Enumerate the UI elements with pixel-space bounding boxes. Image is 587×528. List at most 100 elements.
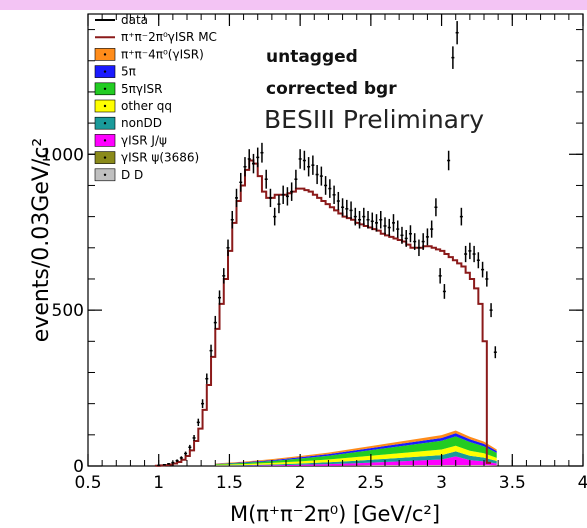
legend-label: other qq [121,99,172,113]
y-axis-label: events/0.03GeV/c² [29,138,54,342]
data-point-59 [408,225,412,243]
data-point-48 [362,207,366,226]
background-layer-5 [215,436,497,465]
x-tick-label-3: 2 [295,473,306,493]
legend-entry-3: 5π [94,65,136,79]
data-point-65 [434,198,438,217]
data-point-13 [213,315,217,330]
legend-entry-1: π⁺π⁻2π⁰γISR MC [95,30,217,44]
data-point-19 [239,172,243,192]
data-point-26 [268,188,272,208]
axis-ticks [87,14,584,467]
data-point-68 [447,150,451,171]
legend-entry-6: nonDD [94,116,162,130]
data-point-74 [472,245,476,263]
data-point-14 [218,290,222,305]
data-point-44 [345,199,349,218]
data-point-2 [167,462,171,465]
data-point-38 [319,166,323,186]
x-tick-label-7: 4 [578,473,587,493]
data-point-29 [281,185,285,204]
data-point-77 [485,271,489,287]
legend-label: γISR J/ψ [121,133,167,147]
data-point-18 [235,188,238,208]
x-tick-label-5: 3 [436,473,447,493]
plot-area [87,13,584,467]
data-point-78 [489,303,493,318]
y-tick-label-0: 0 [73,457,84,477]
data-point-71 [459,207,463,226]
data-point-24 [260,142,264,163]
x-tick-label-4: 2.5 [357,473,384,493]
legend-entry-5: other qq [94,99,172,113]
y-tick-label-2: 1000 [41,145,84,165]
background-layer-1 [215,465,497,466]
data-point-64 [430,220,434,238]
data-point-76 [481,261,485,278]
data-point-53 [383,217,387,235]
data-point-39 [324,176,328,195]
data-point-43 [341,198,345,217]
data-point-1 [162,464,166,466]
data-point-51 [375,214,379,232]
data-point-55 [391,214,395,232]
data-point-36 [311,155,315,175]
data-point-58 [404,230,408,247]
x-tick-label-0: 0.5 [74,473,101,493]
plot-frame [87,13,584,467]
legend: data π⁺π⁻2π⁰γISR MC π⁺π⁻4π⁰(γISR) 5π 5πγISR o… [94,13,217,182]
y-tick-label-1: 500 [52,301,84,321]
annotation-besiii: BESIII Preliminary [264,105,484,134]
data-point-46 [353,207,357,226]
data-point-21 [247,149,251,169]
background-layer-3 [215,451,497,466]
data-point-32 [294,169,298,189]
background-layer-7 [215,430,497,464]
legend-label: π⁺π⁻2π⁰γISR MC [121,30,217,44]
legend-label: 5π [121,65,136,79]
data-point-20 [243,157,247,177]
data-point-70 [455,21,459,45]
data-point-73 [468,242,472,260]
data-point-67 [442,284,446,299]
data-point-16 [226,239,230,257]
data-point-50 [370,212,374,231]
data-point-63 [425,228,429,246]
data-point-34 [302,150,306,171]
data-point-45 [349,201,353,220]
data-point-40 [328,179,332,198]
data-point-22 [251,153,255,174]
legend-label: γISR ψ(3686) [121,151,199,165]
data-point-57 [400,226,404,244]
data-point-49 [366,210,370,229]
data-point-27 [273,207,277,226]
data-point-4 [175,459,179,462]
data-point-31 [290,182,294,201]
background-layer-0 [215,465,497,466]
data-point-69 [451,46,455,69]
legend-entry-9: D D [94,168,143,182]
data-point-9 [196,418,200,427]
data-point-79 [493,346,497,359]
data-point-8 [192,434,196,441]
data-point-11 [205,373,209,384]
data-point-23 [256,147,260,168]
legend-entry-7: γISR J/ψ [94,133,167,147]
background-layer-2 [215,456,497,466]
legend-entry-0: data [95,13,148,27]
legend-label: data [121,13,148,27]
tick-labels: 0.5 1 1.5 2 2.5 3 3.5 4 0 500 1000 [41,145,587,493]
legend-entry-4: 5πγISR [94,82,162,96]
legend-entry-8: γISR ψ(3686) [94,151,199,165]
background-stack [215,430,497,466]
data-point-37 [315,165,319,185]
data-point-5 [179,456,183,460]
legend-label: nonDD [121,116,162,130]
annotation-untagged: untagged [266,47,358,67]
legend-entry-2: π⁺π⁻4π⁰(γISR) [94,47,204,61]
background-layer-6 [215,433,497,465]
x-tick-label-1: 1 [153,473,164,493]
top-band [0,0,587,10]
data-point-15 [222,268,226,284]
x-tick-label-2: 1.5 [216,473,243,493]
